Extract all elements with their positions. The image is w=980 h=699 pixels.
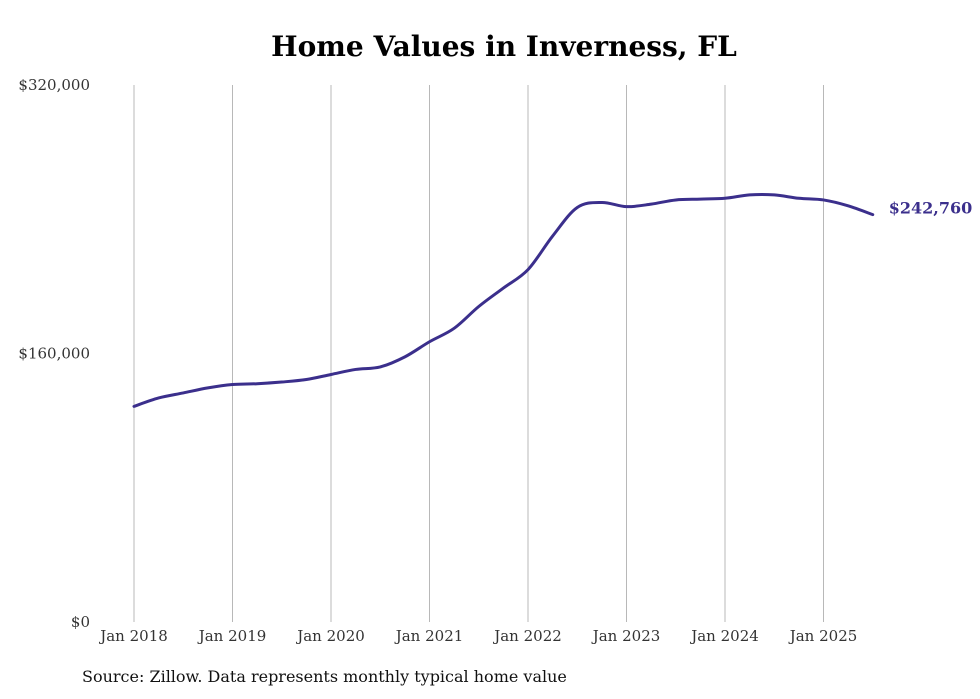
source-note: Source: Zillow. Data represents monthly …	[82, 667, 567, 686]
x-tick-label: Jan 2020	[295, 627, 365, 645]
gridlines	[133, 85, 824, 622]
y-tick-label: $160,000	[18, 345, 90, 363]
x-tick-label: Jan 2022	[492, 627, 562, 645]
y-tick-label: $320,000	[18, 76, 90, 94]
x-tick-label: Jan 2021	[394, 627, 464, 645]
x-tick-label: Jan 2023	[591, 627, 661, 645]
series-layer: $242,760	[132, 192, 973, 408]
x-tick-label: Jan 2024	[689, 627, 759, 645]
x-axis-labels: Jan 2018 Jan 2019 Jan 2020 Jan 2021 Jan 2022…	[98, 627, 857, 645]
chart-title: Home Values in Inverness, FL	[271, 30, 737, 63]
y-tick-label: $0	[71, 613, 90, 631]
series-line	[132, 192, 875, 408]
end-value-label: $242,760	[889, 199, 973, 218]
x-tick-label: Jan 2019	[197, 627, 267, 645]
y-axis-labels: $0 $160,000 $320,000	[18, 76, 90, 631]
x-tick-label: Jan 2025	[788, 627, 858, 645]
x-tick-label: Jan 2018	[98, 627, 168, 645]
